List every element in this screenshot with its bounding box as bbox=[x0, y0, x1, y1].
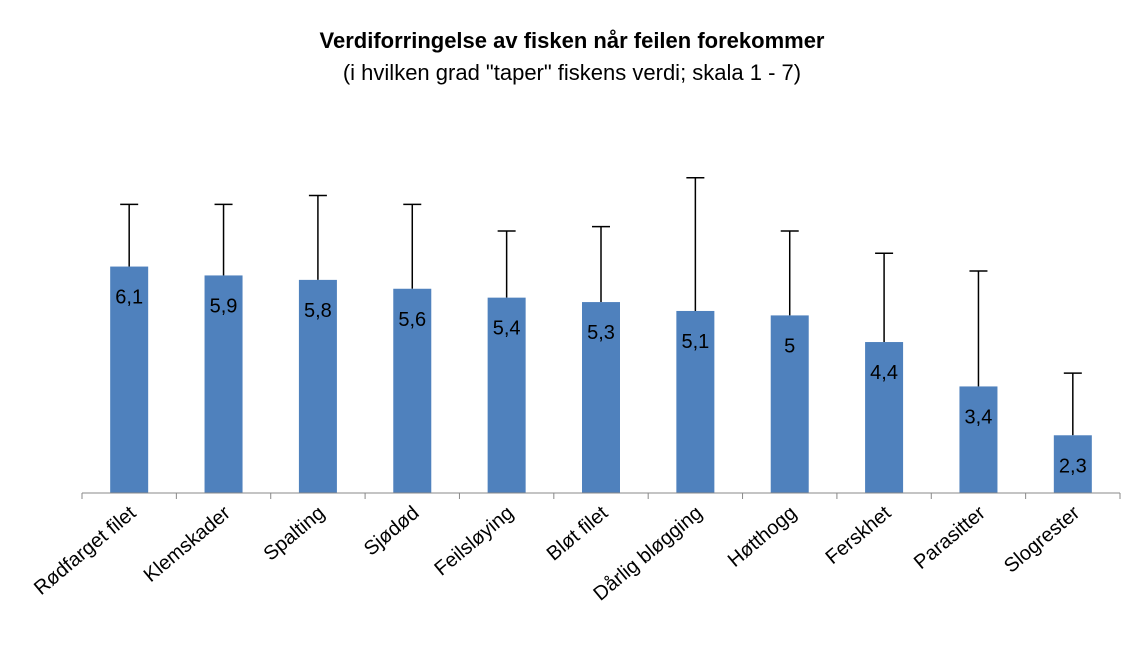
bar bbox=[865, 342, 904, 493]
x-tick-label: Ferskhet bbox=[822, 502, 896, 569]
bar bbox=[770, 315, 809, 493]
value-label: 6,1 bbox=[115, 287, 143, 309]
x-tick-label: Sjødød bbox=[360, 502, 424, 560]
value-label: 5,3 bbox=[587, 322, 615, 344]
bar bbox=[959, 386, 998, 493]
bar bbox=[204, 275, 243, 493]
chart-title: Verdiforringelse av fisken når feilen fo… bbox=[320, 28, 825, 53]
x-tick-label: Klemskader bbox=[140, 502, 235, 587]
x-tick-label: Høtthogg bbox=[724, 502, 801, 572]
bar bbox=[393, 288, 432, 493]
value-label: 5,6 bbox=[398, 309, 426, 331]
chart-subtitle: (i hvilken grad "taper" fiskens verdi; s… bbox=[343, 60, 801, 85]
value-label: 5,1 bbox=[681, 331, 709, 353]
bar bbox=[487, 297, 526, 493]
x-tick-label: Slogrester bbox=[1000, 502, 1084, 578]
x-tick-label: Spalting bbox=[260, 502, 330, 565]
value-label: 5,4 bbox=[493, 318, 521, 340]
bar bbox=[298, 279, 337, 493]
value-label: 5,9 bbox=[210, 295, 238, 317]
x-tick-label: Feilsløying bbox=[430, 502, 517, 580]
value-label: 5,8 bbox=[304, 300, 332, 322]
value-label: 2,3 bbox=[1059, 455, 1087, 477]
x-tick-label: Rødfarget filet bbox=[30, 502, 141, 600]
x-tick-label: Parasitter bbox=[910, 502, 990, 574]
bar bbox=[110, 266, 149, 493]
value-label: 4,4 bbox=[870, 362, 898, 384]
value-label: 3,4 bbox=[965, 406, 993, 428]
value-label: 5 bbox=[784, 335, 795, 357]
bar bbox=[1053, 435, 1092, 493]
bar bbox=[582, 302, 620, 493]
bar bbox=[676, 310, 715, 493]
x-tick-label: Bløt filet bbox=[543, 502, 613, 566]
